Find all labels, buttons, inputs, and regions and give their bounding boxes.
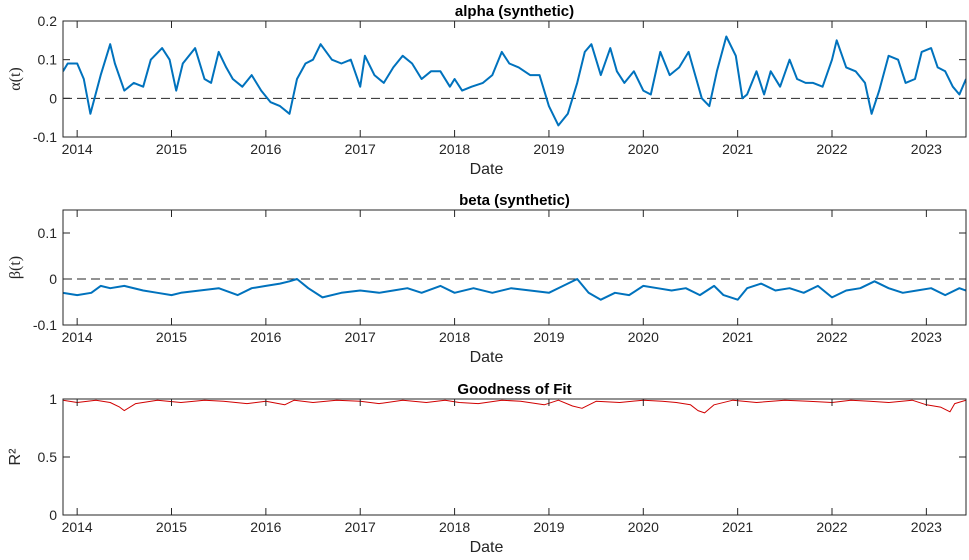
alpha-xtick-label: 2014 xyxy=(62,141,93,157)
beta-axes-box xyxy=(62,209,967,326)
fit-xlabel: Date xyxy=(470,539,504,556)
alpha-xtick-label: 2017 xyxy=(345,141,376,157)
fit-ytick-label: 0 xyxy=(49,507,57,523)
alpha-ytick-label: -0.1 xyxy=(33,129,57,145)
alpha-panel: alpha (synthetic) 2014 2015 2016 2017 2018 201… xyxy=(7,3,967,178)
beta-series-line-beta xyxy=(63,278,966,301)
beta-panel: beta (synthetic) 2014 2015 2016 2017 2018 2019… xyxy=(7,192,967,366)
beta-xtick-label: 2017 xyxy=(345,329,376,345)
fit-series-line-R2 xyxy=(63,399,966,414)
alpha-axes-box xyxy=(62,20,967,138)
beta-xtick-label: 2021 xyxy=(722,329,753,345)
alpha-xtick-label: 2015 xyxy=(156,141,187,157)
fit-xtick-label: 2018 xyxy=(439,519,470,535)
alpha-title: alpha (synthetic) xyxy=(455,3,574,20)
beta-xtick-label: 2020 xyxy=(628,329,659,345)
beta-xlabel: Date xyxy=(470,349,504,366)
fit-ytick-label: 0.5 xyxy=(38,449,58,465)
beta-xtick-label: 2023 xyxy=(911,329,942,345)
alpha-ytick-label: 0 xyxy=(49,90,57,106)
alpha-xtick-label: 2023 xyxy=(911,141,942,157)
alpha-ytick-label: 0.2 xyxy=(38,13,58,29)
alpha-xtick-label: 2020 xyxy=(628,141,659,157)
alpha-xtick-label: 2022 xyxy=(816,141,847,157)
beta-xtick-label: 2016 xyxy=(250,329,281,345)
beta-xtick-label: 2015 xyxy=(156,329,187,345)
beta-ylabel: β(t) xyxy=(7,256,24,279)
beta-xtick-label: 2019 xyxy=(533,329,564,345)
alpha-xtick-label: 2016 xyxy=(250,141,281,157)
fit-xtick-label: 2022 xyxy=(816,519,847,535)
beta-xtick-label: 2018 xyxy=(439,329,470,345)
alpha-ytick-label: 0.1 xyxy=(38,52,58,68)
alpha-xtick-label: 2021 xyxy=(722,141,753,157)
beta-xtick-label: 2014 xyxy=(62,329,93,345)
fit-title: Goodness of Fit xyxy=(457,381,571,398)
fit-ytick-label: 1 xyxy=(49,391,57,407)
alpha-xtick-label: 2019 xyxy=(533,141,564,157)
fit-xtick-label: 2019 xyxy=(533,519,564,535)
fit-xtick-label: 2015 xyxy=(156,519,187,535)
beta-title: beta (synthetic) xyxy=(459,192,570,209)
fit-xtick-label: 2021 xyxy=(722,519,753,535)
beta-xtick-label: 2022 xyxy=(816,329,847,345)
alpha-xtick-label: 2018 xyxy=(439,141,470,157)
fit-xtick-label: 2023 xyxy=(911,519,942,535)
fit-xtick-label: 2017 xyxy=(345,519,376,535)
fit-xtick-label: 2016 xyxy=(250,519,281,535)
alpha-series-line-alpha xyxy=(63,35,966,127)
beta-ytick-label: 0 xyxy=(49,271,57,287)
beta-ytick-label: -0.1 xyxy=(33,317,57,333)
fit-axes-box xyxy=(62,398,967,516)
alpha-ylabel: α(t) xyxy=(7,67,24,90)
alpha-xlabel: Date xyxy=(470,161,504,178)
fit-xtick-label: 2014 xyxy=(62,519,93,535)
fit-panel: Goodness of Fit 2014 2015 2016 2017 2018 2019 2… xyxy=(7,381,967,556)
beta-ytick-label: 0.1 xyxy=(38,225,58,241)
fit-ylabel: R² xyxy=(7,448,24,466)
fit-xtick-label: 2020 xyxy=(628,519,659,535)
